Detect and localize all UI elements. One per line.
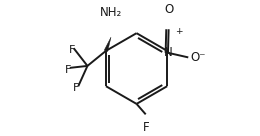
Polygon shape <box>104 37 111 52</box>
Text: O⁻: O⁻ <box>190 51 206 64</box>
Text: F: F <box>69 44 76 55</box>
Text: N: N <box>164 46 172 59</box>
Text: F: F <box>73 83 80 92</box>
Text: F: F <box>142 121 149 134</box>
Text: F: F <box>65 65 72 75</box>
Text: +: + <box>175 27 183 36</box>
Text: O: O <box>164 3 173 16</box>
Text: NH₂: NH₂ <box>100 6 122 19</box>
